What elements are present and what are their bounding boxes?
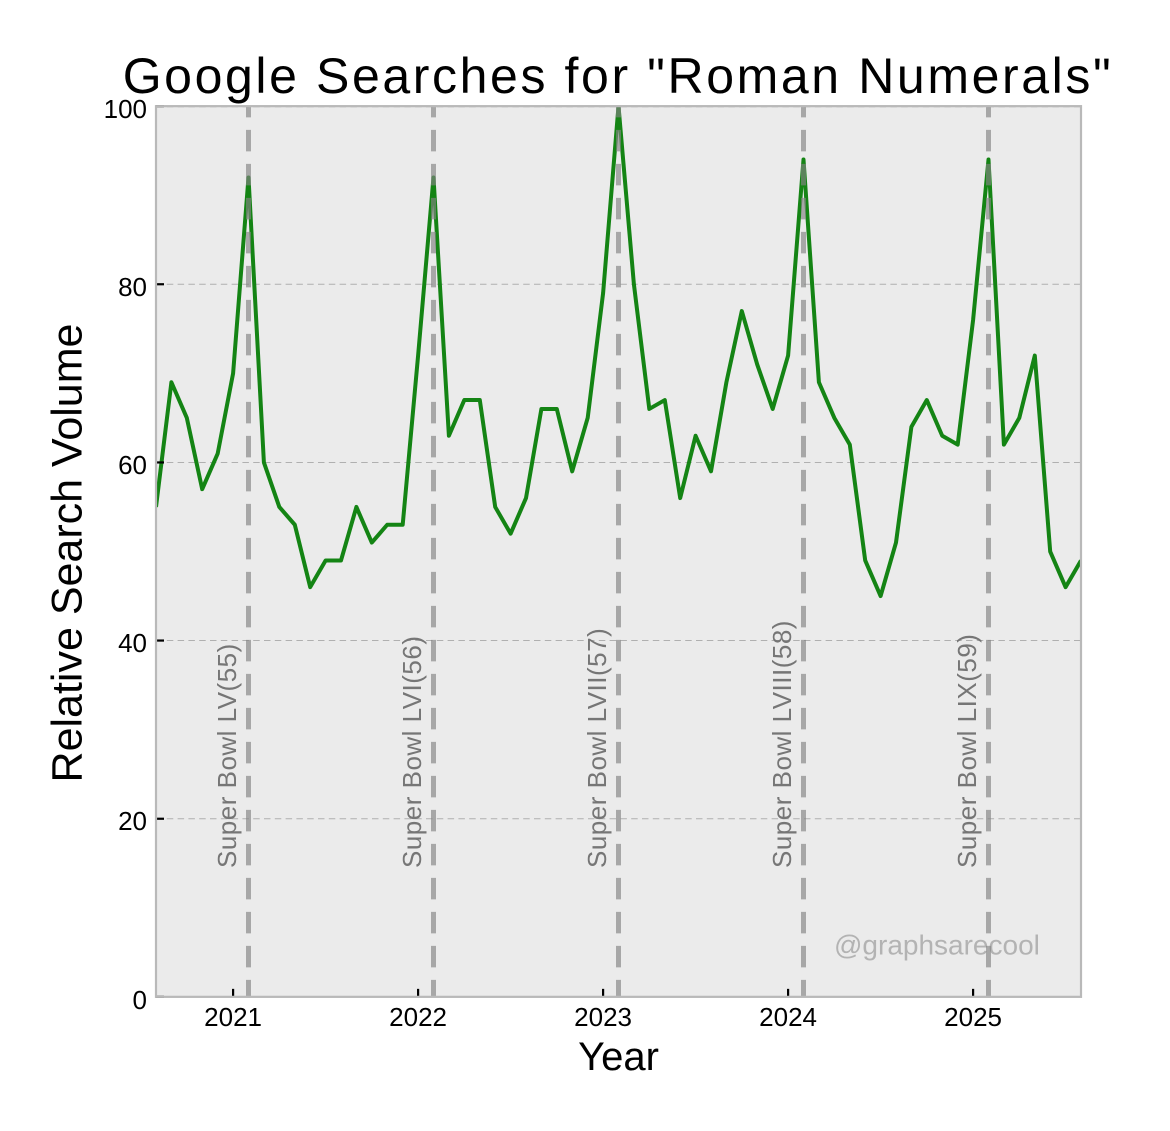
svg-text:@graphsarecool: @graphsarecool — [834, 930, 1040, 961]
